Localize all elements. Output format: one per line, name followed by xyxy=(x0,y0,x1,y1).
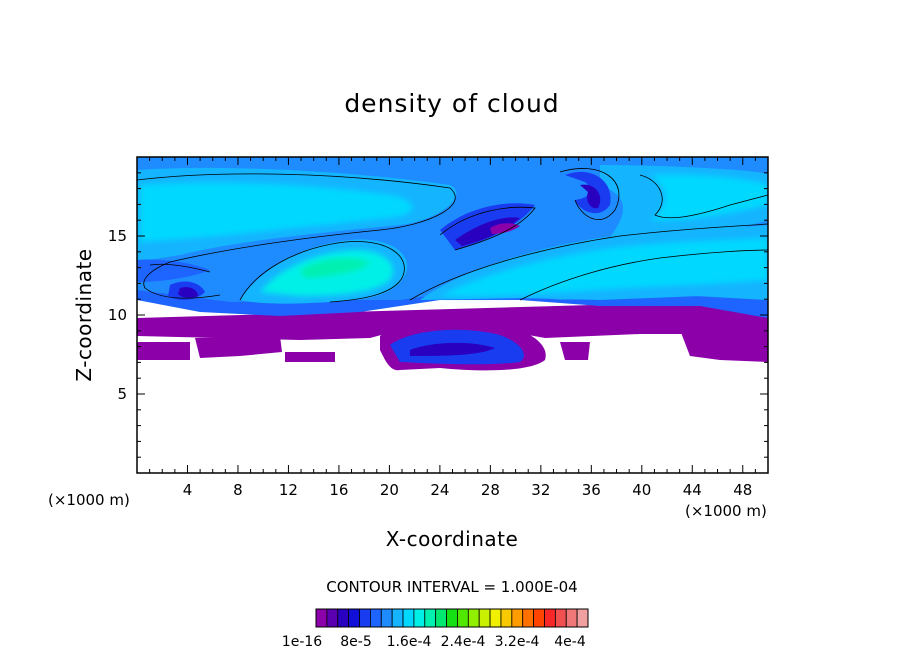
x-unit-label-right: (×1000 m) xyxy=(685,502,767,520)
plot-area xyxy=(137,157,768,473)
x-unit-label-left: (×1000 m) xyxy=(48,491,130,509)
colorbar-swatch xyxy=(369,608,382,628)
colorbar-frame xyxy=(315,608,589,628)
y-axis: 5 10 15 xyxy=(108,172,768,458)
contour-interval-text: CONTOUR INTERVAL = 1.000E-04 xyxy=(326,578,577,596)
colorbar-swatch xyxy=(337,608,350,628)
x-tick-label: 24 xyxy=(430,481,449,499)
chart-title: density of cloud xyxy=(344,89,559,118)
colorbar-swatch xyxy=(435,608,447,628)
colorbar-swatch xyxy=(315,608,328,628)
colorbar-swatch xyxy=(326,608,339,628)
colorbar-swatch xyxy=(467,608,480,628)
colorbar-swatch xyxy=(457,608,469,628)
colorbar-label: 1e-16 xyxy=(282,634,322,650)
colorbar-swatch xyxy=(424,608,437,628)
colorbar-swatch xyxy=(359,608,371,628)
colorbar-swatch xyxy=(533,608,545,628)
colorbar-swatch xyxy=(446,608,458,628)
lower-cloud-band xyxy=(137,300,768,371)
x-axis-label: X-coordinate xyxy=(386,527,519,551)
colorbar-swatch xyxy=(500,608,513,628)
x-tick-label: 20 xyxy=(380,481,399,499)
colorbar-swatch xyxy=(402,608,415,628)
x-tick-label: 16 xyxy=(329,481,348,499)
colorbar-label: 2.4e-4 xyxy=(441,634,486,650)
y-tick-label: 10 xyxy=(108,306,127,324)
x-tick-label: 12 xyxy=(279,481,298,499)
colorbar-label: 1.6e-4 xyxy=(387,634,432,650)
x-tick-label: 32 xyxy=(531,481,550,499)
y-axis-label: Z-coordinate xyxy=(72,248,96,381)
x-tick-label: 40 xyxy=(632,481,651,499)
colorbar-swatch xyxy=(380,608,393,628)
x-tick-label: 36 xyxy=(582,481,601,499)
colorbar xyxy=(315,608,589,628)
colorbar-swatch xyxy=(511,608,524,628)
colorbar-labels: 1e-16 8e-5 1.6e-4 2.4e-4 3.2e-4 4e-4 xyxy=(282,634,586,650)
colorbar-swatch xyxy=(554,608,567,628)
colorbar-swatch xyxy=(413,608,426,628)
x-tick-label: 44 xyxy=(683,481,702,499)
colorbar-swatch xyxy=(348,608,360,628)
colorbar-label: 3.2e-4 xyxy=(495,634,540,650)
y-tick-label: 15 xyxy=(108,227,127,245)
colorbar-label: 4e-4 xyxy=(554,634,586,650)
x-axis: 4 8 12 16 20 24 28 32 36 40 44 48 xyxy=(149,157,756,499)
colorbar-swatch xyxy=(565,608,578,628)
colorbar-swatch xyxy=(544,608,556,628)
colorbar-swatch xyxy=(391,608,404,628)
x-tick-label: 8 xyxy=(233,481,243,499)
upper-cloud-field xyxy=(137,157,768,318)
colorbar-swatch xyxy=(478,608,491,628)
x-tick-label: 4 xyxy=(183,481,193,499)
colorbar-swatch xyxy=(576,608,589,628)
x-tick-label: 48 xyxy=(733,481,752,499)
colorbar-swatch xyxy=(489,608,502,628)
colorbar-label: 8e-5 xyxy=(340,634,371,650)
y-tick-label: 5 xyxy=(117,385,127,403)
colorbar-swatch xyxy=(522,608,534,628)
x-tick-label: 28 xyxy=(481,481,500,499)
